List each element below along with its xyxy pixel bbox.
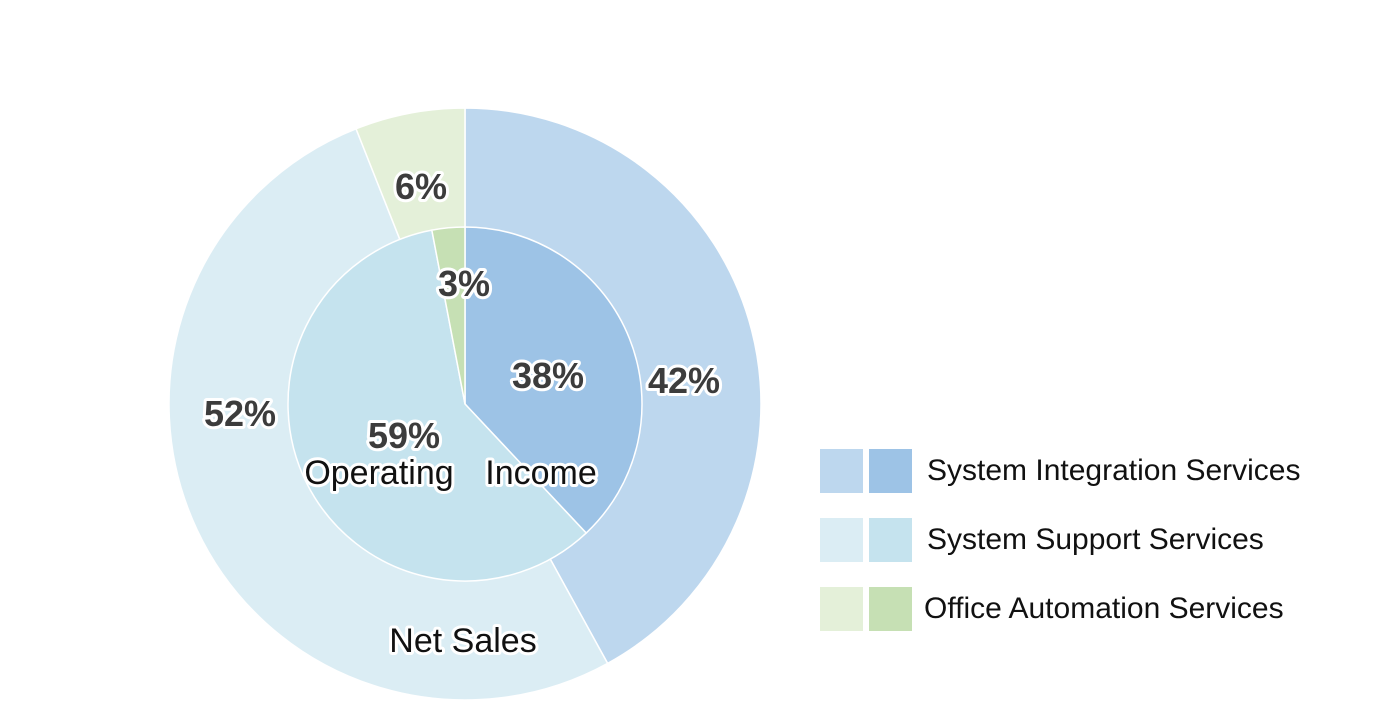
legend-item-office-automation: Office Automation Services	[820, 586, 1301, 632]
net-sales-office-automation-pct: 6%	[395, 166, 447, 207]
legend-swatch-operating-income	[869, 449, 912, 493]
operating-income-office-automation-pct: 3%	[438, 263, 490, 304]
net-sales-system-integration-pct: 42%	[648, 360, 720, 401]
inner-ring-label-income: Income	[485, 454, 597, 492]
legend-swatch-operating-income	[869, 518, 912, 562]
operating-income-system-support-pct: 59%	[368, 415, 440, 456]
net-sales-system-support-pct: 52%	[204, 393, 276, 434]
outer-ring-label: Net Sales	[389, 622, 536, 660]
legend-swatch-operating-income	[869, 587, 912, 631]
operating-income-office-automation-wedge	[430, 226, 466, 405]
legend-label: System Support Services	[927, 523, 1264, 556]
legend-label: System Integration Services	[927, 454, 1301, 487]
operating-income-system-support-wedge	[287, 229, 588, 582]
inner-ring-label-operating: Operating	[304, 454, 453, 492]
legend: System Integration Services System Suppo…	[820, 448, 1301, 655]
operating-income-system-integration-pct: 38%	[512, 355, 584, 396]
percentage-labels: 42% 52% 6% 38% 59% 3%	[201, 163, 723, 459]
legend-swatch-net-sales	[820, 449, 863, 493]
inner-ring-operating-income	[287, 226, 643, 582]
legend-item-system-support: System Support Services	[820, 517, 1301, 563]
legend-swatch-net-sales	[820, 518, 863, 562]
legend-item-system-integration: System Integration Services	[820, 448, 1301, 494]
operating-income-system-integration-wedge	[464, 226, 643, 535]
legend-label: Office Automation Services	[924, 592, 1284, 625]
legend-swatch-net-sales	[820, 587, 863, 631]
